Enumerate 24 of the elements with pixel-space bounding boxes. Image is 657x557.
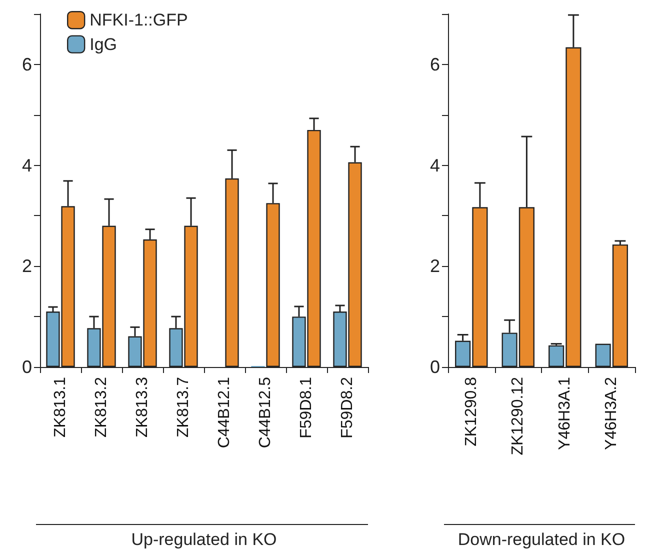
x-tick-label: F59D8.2 xyxy=(339,376,356,438)
y-tick-label: 6 xyxy=(22,54,32,74)
y-tick-label: 6 xyxy=(430,54,440,74)
y-tick-label: 2 xyxy=(22,256,32,276)
x-tick-label: Y46H3A.1 xyxy=(556,376,574,450)
y-tick-label: 0 xyxy=(430,357,440,377)
y-tick-label: 4 xyxy=(22,155,32,176)
legend-label: IgG xyxy=(90,34,118,54)
x-axis-title: Up-regulated in KO xyxy=(130,530,278,550)
y-tick-label: 0 xyxy=(22,357,32,377)
x-tick-label: ZK813.7 xyxy=(175,376,192,438)
y-tick-label: 2 xyxy=(430,256,440,276)
x-tick-label: Y46H3A.2 xyxy=(603,376,620,450)
x-tick-label: ZK1290.12 xyxy=(510,376,527,456)
x-axis-title: Down-regulated in KO xyxy=(456,530,626,550)
x-tick-label: ZK813.3 xyxy=(134,376,151,438)
x-tick-label: ZK1290.8 xyxy=(462,376,480,446)
x-tick-label: F59D8.1 xyxy=(298,376,315,438)
y-tick-label: 4 xyxy=(430,155,440,176)
x-tick-label: C44B12.1 xyxy=(216,376,233,448)
x-tick-label: ZK813.2 xyxy=(93,376,110,438)
x-tick-label: C44B12.5 xyxy=(257,376,274,448)
x-tick-label: ZK813.1 xyxy=(52,376,69,438)
legend-label: NFKI-1::GFP xyxy=(90,10,188,30)
